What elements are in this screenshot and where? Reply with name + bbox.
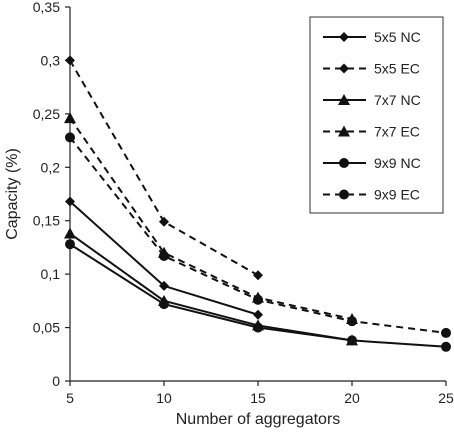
legend-item-9x9-ec: 9x9 EC — [323, 187, 420, 203]
x-tick-label: 10 — [156, 390, 172, 406]
y-tick-label: 0,35 — [33, 0, 60, 15]
data-point — [347, 335, 357, 346]
series-line — [69, 59, 259, 277]
data-point — [64, 112, 76, 124]
series-line — [69, 117, 353, 320]
data-point — [159, 280, 169, 291]
data-point — [65, 196, 75, 207]
data-point — [253, 294, 263, 305]
x-tick-label: 5 — [66, 390, 74, 406]
data-point — [65, 132, 75, 143]
y-tick-label: 0,2 — [41, 159, 61, 175]
y-axis-title: Capacity (%) — [4, 148, 21, 240]
legend-marker — [339, 32, 349, 42]
y-tick-label: 0 — [52, 373, 60, 389]
data-point — [347, 316, 357, 327]
x-tick-labels: 5 10 15 20 25 — [66, 381, 454, 406]
data-point — [65, 55, 75, 66]
data-point — [159, 299, 169, 310]
y-tick-label: 0,05 — [33, 320, 60, 336]
legend-label: 7x7 NC — [374, 92, 421, 108]
legend: 5x5 NC 5x5 EC 7x7 NC 7x7 EC 9x9 NC 9x9 EC — [309, 16, 444, 214]
legend-item-9x9-nc: 9x9 NC — [323, 155, 421, 171]
data-point — [253, 322, 263, 333]
legend-label: 5x5 NC — [374, 29, 421, 45]
legend-item-5x5-nc: 5x5 NC — [323, 29, 421, 45]
y-tick-label: 0,25 — [33, 106, 60, 122]
legend-marker — [338, 125, 350, 137]
data-point — [253, 270, 263, 281]
legend-label: 9x9 EC — [374, 187, 420, 203]
x-tick-label: 25 — [438, 390, 454, 406]
series-line — [69, 232, 353, 342]
y-tick-label: 0,3 — [41, 52, 61, 68]
legend-label: 7x7 EC — [374, 124, 420, 140]
y-tick-label: 0,1 — [41, 266, 61, 282]
legend-marker — [339, 158, 349, 168]
legend-marker — [339, 189, 349, 200]
legend-item-5x5-ec: 5x5 EC — [323, 61, 420, 77]
data-point — [64, 227, 76, 239]
legend-item-7x7-nc: 7x7 NC — [323, 92, 421, 108]
legend-label: 5x5 EC — [374, 61, 420, 77]
series-5x5-nc — [65, 196, 263, 320]
legend-marker — [338, 94, 350, 105]
series-5x5-ec — [65, 55, 263, 281]
x-tick-label: 20 — [344, 390, 360, 406]
legend-label: 9x9 NC — [374, 155, 421, 171]
series-9x9-ec — [65, 132, 451, 338]
data-point — [253, 309, 263, 320]
data-point — [159, 216, 169, 227]
x-axis-title: Number of aggregators — [176, 411, 341, 428]
legend-box — [309, 16, 444, 214]
y-tick-labels: 0 0,05 0,1 0,15 0,2 0,25 0,3 0,35 — [33, 0, 70, 389]
x-tick-label: 15 — [250, 390, 266, 406]
data-point — [441, 341, 451, 352]
legend-marker — [339, 63, 349, 74]
legend-item-7x7-ec: 7x7 EC — [323, 124, 420, 140]
y-tick-label: 0,15 — [33, 213, 60, 229]
series-7x7-nc — [64, 227, 358, 346]
series-layer — [64, 55, 451, 352]
data-point — [159, 250, 169, 261]
data-point — [441, 327, 451, 338]
series-9x9-nc — [65, 239, 451, 352]
data-point — [65, 239, 75, 250]
